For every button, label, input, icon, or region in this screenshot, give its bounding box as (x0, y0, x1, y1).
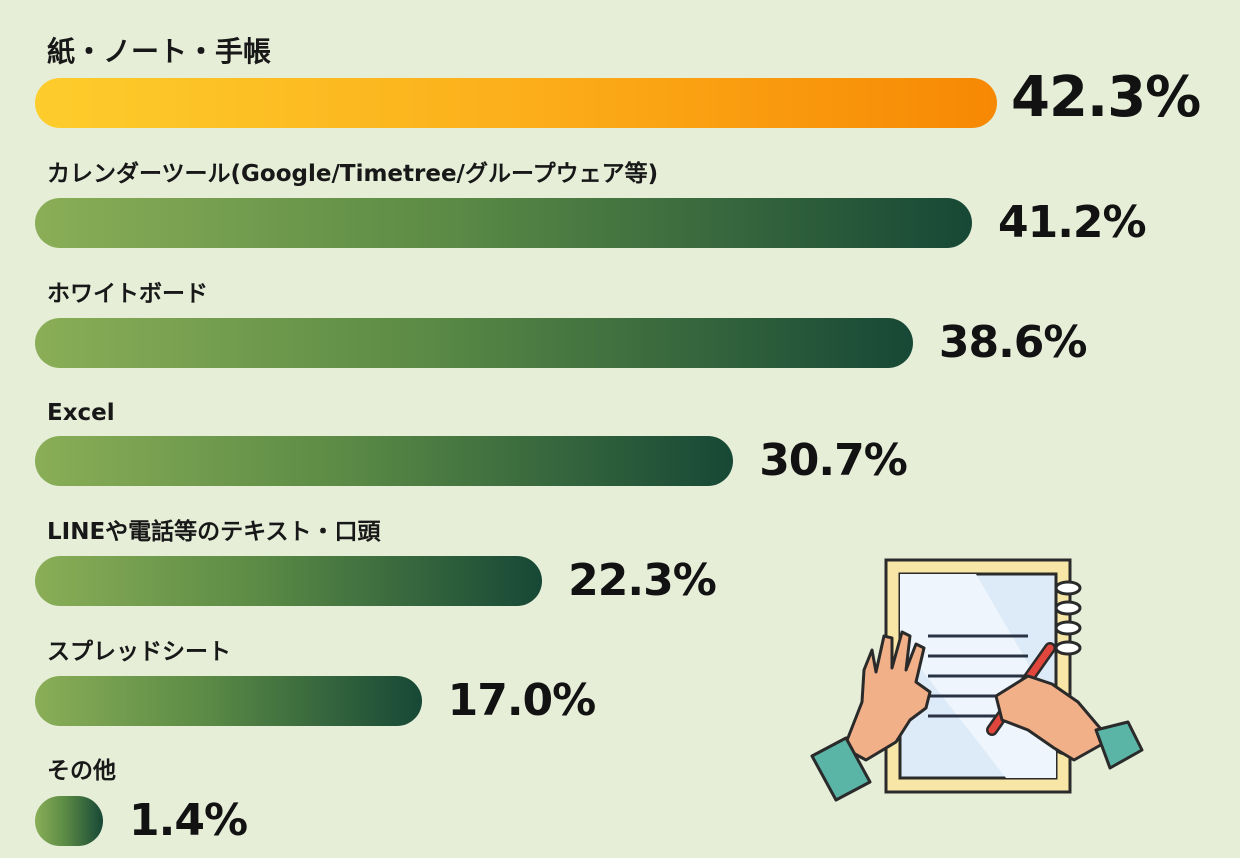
category-label: LINEや電話等のテキスト・口頭 (47, 519, 381, 545)
bar (35, 676, 422, 726)
category-label: カレンダーツール(Google/Timetree/グループウェア等) (47, 161, 659, 187)
value-label: 1.4% (129, 795, 248, 846)
value-label: 22.3% (568, 555, 717, 606)
bar (35, 78, 997, 128)
value-label: 42.3% (1011, 65, 1201, 130)
category-label: 紙・ノート・手帳 (47, 35, 272, 68)
category-label: その他 (47, 758, 116, 784)
bar (35, 318, 913, 368)
bar (35, 556, 543, 606)
bar (35, 796, 103, 846)
bar (35, 198, 972, 248)
category-label: Excel (47, 400, 115, 426)
value-label: 17.0% (447, 675, 597, 726)
bar (35, 436, 734, 486)
value-label: 38.6% (938, 317, 1088, 368)
category-label: ホワイトボード (47, 281, 208, 307)
category-label: スプレッドシート (47, 639, 231, 665)
value-label: 30.7% (759, 435, 908, 486)
value-label: 41.2% (997, 197, 1147, 248)
notebook-writing-hands-icon (810, 558, 1144, 802)
